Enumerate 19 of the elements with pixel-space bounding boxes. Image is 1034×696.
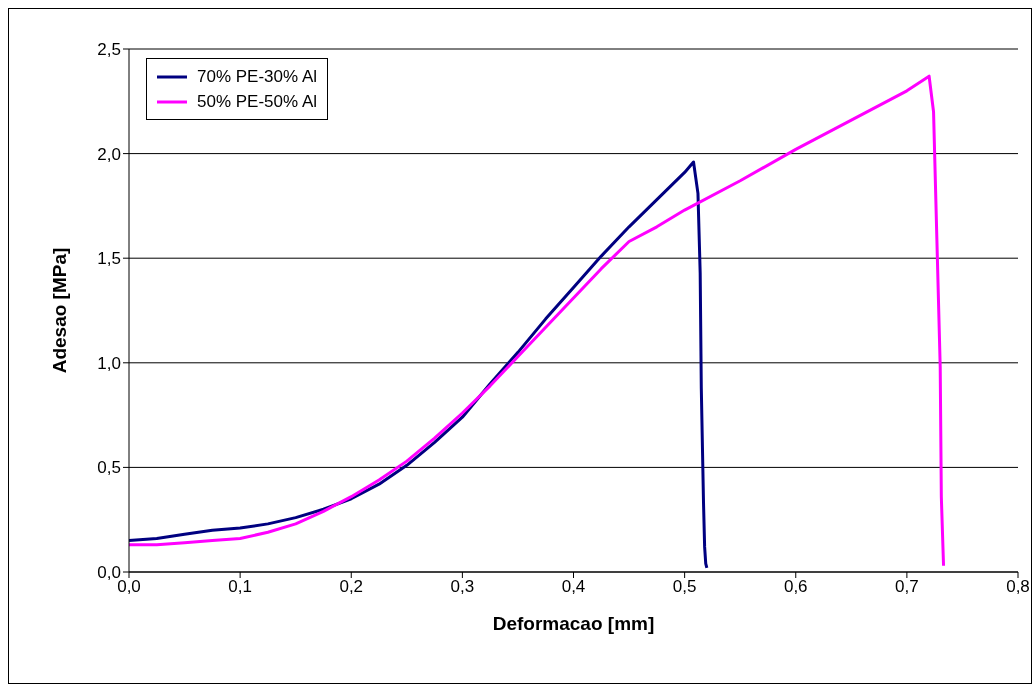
x-tick-label: 0,3 <box>450 577 475 597</box>
x-tick-label: 0,5 <box>672 577 697 597</box>
x-tick-label: 0,4 <box>561 577 586 597</box>
x-tick-label: 0,7 <box>895 577 919 597</box>
line-series <box>129 160 709 570</box>
x-tick-label: 0,2 <box>339 577 364 597</box>
legend-label: 70% PE-30% Al <box>197 66 318 88</box>
y-tick-label: 2,0 <box>97 144 121 164</box>
y-axis-title: Adesao [MPa] <box>48 247 70 374</box>
x-axis-title: Deformacao [mm] <box>492 613 655 634</box>
y-tick-label: 2,5 <box>97 40 121 60</box>
x-tick-label: 0,1 <box>228 577 252 597</box>
legend-label: 50% PE-50% Al <box>197 91 318 113</box>
y-tick-label: 1,0 <box>97 353 121 373</box>
y-tick-label: 1,5 <box>97 249 121 269</box>
x-tick-label: 0,6 <box>783 577 808 597</box>
y-tick-label: 0,5 <box>97 458 121 478</box>
x-tick-label: 0,8 <box>1006 577 1030 597</box>
x-tick-label: 0,0 <box>117 577 141 597</box>
